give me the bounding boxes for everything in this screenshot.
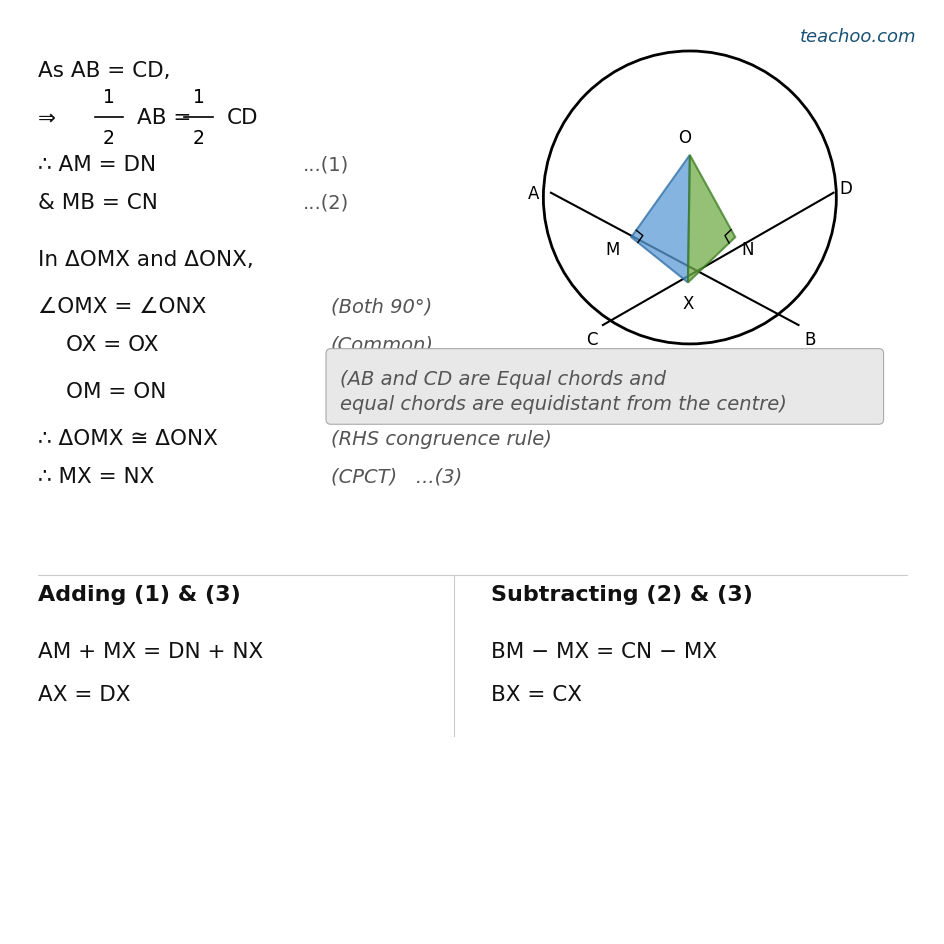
- Text: (Common): (Common): [330, 335, 433, 354]
- Text: ∴ ΔOMX ≅ ΔONX: ∴ ΔOMX ≅ ΔONX: [38, 429, 217, 449]
- Text: (RHS congruence rule): (RHS congruence rule): [330, 430, 551, 448]
- Text: D: D: [838, 179, 851, 198]
- Text: Subtracting (2) & (3): Subtracting (2) & (3): [491, 584, 752, 605]
- Text: & MB = CN: & MB = CN: [38, 193, 158, 213]
- Text: OX = OX: OX = OX: [66, 334, 159, 355]
- Text: (Both 90°): (Both 90°): [330, 297, 431, 316]
- Text: AX = DX: AX = DX: [38, 683, 130, 704]
- Text: ⇒: ⇒: [38, 108, 56, 128]
- Text: ...(2): ...(2): [302, 194, 348, 212]
- Text: O: O: [678, 128, 691, 146]
- Text: CD: CD: [227, 108, 258, 128]
- Text: AM + MX = DN + NX: AM + MX = DN + NX: [38, 641, 262, 662]
- Text: equal chords are equidistant from the centre): equal chords are equidistant from the ce…: [340, 395, 786, 413]
- Text: As AB = CD,: As AB = CD,: [38, 60, 170, 81]
- Text: ...(1): ...(1): [302, 156, 348, 175]
- Text: BX = CX: BX = CX: [491, 683, 582, 704]
- Text: M: M: [605, 241, 619, 259]
- FancyBboxPatch shape: [326, 349, 883, 425]
- Text: ∠OMX = ∠ONX: ∠OMX = ∠ONX: [38, 296, 206, 317]
- Text: X: X: [682, 295, 693, 312]
- Text: OM = ON: OM = ON: [66, 381, 166, 402]
- Text: 2: 2: [193, 129, 204, 148]
- Text: N: N: [740, 241, 752, 259]
- Text: C: C: [585, 330, 597, 348]
- Text: 1: 1: [193, 88, 204, 107]
- Text: teachoo.com: teachoo.com: [800, 28, 916, 46]
- Text: 1: 1: [103, 88, 114, 107]
- Text: ∴ AM = DN: ∴ AM = DN: [38, 155, 156, 176]
- Text: ∴ MX = NX: ∴ MX = NX: [38, 466, 154, 487]
- Text: In ΔOMX and ΔONX,: In ΔOMX and ΔONX,: [38, 249, 253, 270]
- Text: A: A: [528, 184, 539, 203]
- Text: (CPCT)   ...(3): (CPCT) ...(3): [330, 467, 462, 486]
- Text: BM − MX = CN − MX: BM − MX = CN − MX: [491, 641, 716, 662]
- Polygon shape: [631, 156, 689, 283]
- Text: Adding (1) & (3): Adding (1) & (3): [38, 584, 241, 605]
- Text: AB =: AB =: [137, 108, 192, 128]
- Text: (AB and CD are Equal chords and: (AB and CD are Equal chords and: [340, 370, 666, 389]
- Text: 2: 2: [103, 129, 114, 148]
- Polygon shape: [687, 156, 734, 283]
- Text: B: B: [803, 330, 815, 348]
